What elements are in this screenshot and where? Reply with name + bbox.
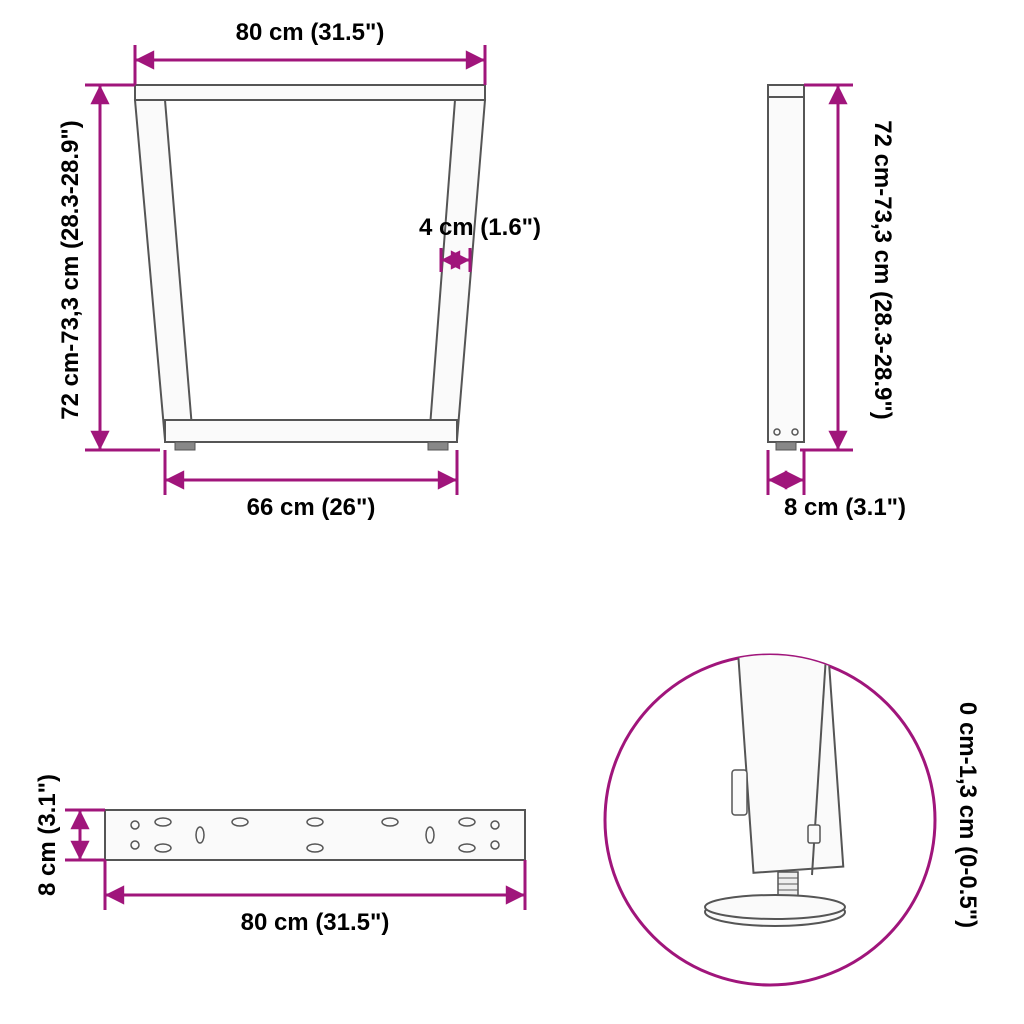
front-view (135, 85, 485, 450)
dim-side-depth: 8 cm (3.1") (768, 450, 906, 521)
top-view (105, 810, 525, 860)
dim-tube-width: 4 cm (1.6") (419, 214, 541, 272)
svg-text:66 cm (26"): 66 cm (26") (247, 494, 376, 521)
svg-text:80 cm (31.5"): 80 cm (31.5") (236, 19, 385, 46)
dim-bracket-depth: 8 cm (3.1") (34, 774, 105, 896)
dim-side-height: 72 cm-73,3 cm (28.3-28.9") (800, 85, 896, 450)
dim-bottom-inner: 66 cm (26") (165, 450, 457, 521)
svg-text:8 cm (3.1"): 8 cm (3.1") (784, 494, 906, 521)
dim-bracket-width: 80 cm (31.5") (105, 860, 525, 936)
foot-detail (605, 637, 935, 985)
svg-text:0 cm-1,3 cm (0-0.5"): 0 cm-1,3 cm (0-0.5") (954, 702, 981, 928)
svg-text:72 cm-73,3 cm (28.3-28.9"): 72 cm-73,3 cm (28.3-28.9") (869, 120, 896, 420)
svg-text:8 cm (3.1"): 8 cm (3.1") (34, 774, 61, 896)
dim-top-width: 80 cm (31.5") (135, 19, 485, 85)
side-view (768, 85, 804, 450)
svg-text:80 cm (31.5"): 80 cm (31.5") (241, 909, 390, 936)
dim-foot-adjust: 0 cm-1,3 cm (0-0.5") (954, 702, 981, 928)
svg-text:4 cm (1.6"): 4 cm (1.6") (419, 214, 541, 241)
svg-text:72 cm-73,3 cm (28.3-28.9"): 72 cm-73,3 cm (28.3-28.9") (57, 120, 84, 420)
